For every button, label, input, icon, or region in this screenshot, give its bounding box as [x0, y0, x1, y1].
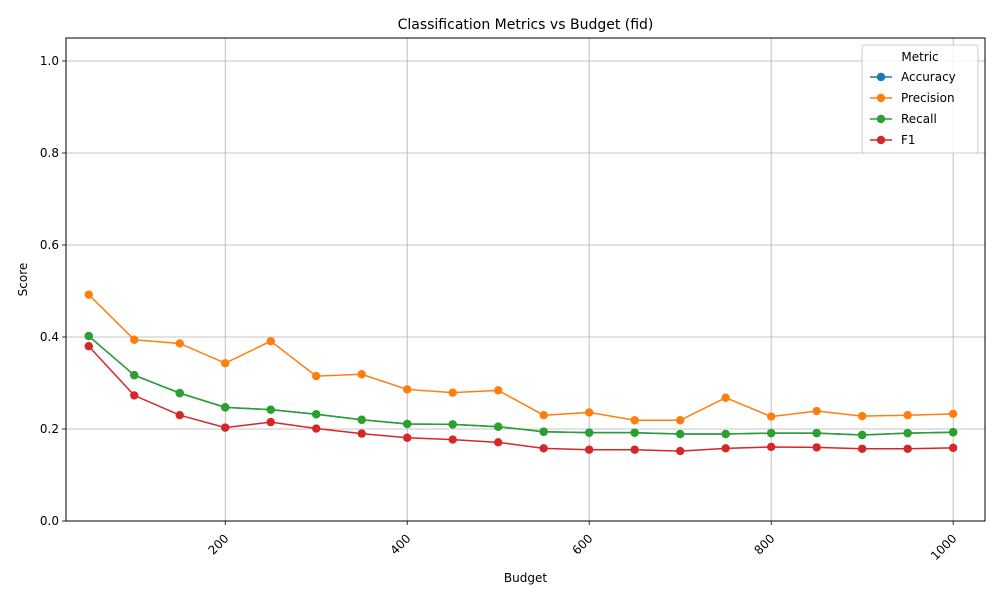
x-axis-label: Budget — [504, 571, 547, 585]
data-point — [630, 445, 639, 454]
data-point — [221, 423, 230, 432]
data-point — [721, 393, 730, 402]
legend-entry-label: F1 — [901, 133, 916, 147]
data-point — [266, 405, 275, 414]
data-point — [675, 446, 685, 456]
legend-swatch-marker — [876, 72, 886, 82]
data-point — [857, 444, 867, 453]
y-tick-label: 0.2 — [40, 422, 59, 436]
legend: Metric Accuracy Precision Recall F1 — [861, 44, 979, 154]
data-point — [903, 444, 912, 453]
data-point — [84, 290, 93, 299]
data-point — [266, 417, 275, 427]
data-point — [448, 420, 457, 429]
data-point — [948, 409, 958, 419]
chart-title: Classification Metrics vs Budget (fid) — [398, 17, 654, 33]
data-point — [584, 408, 594, 417]
y-tick-label: 0.6 — [40, 238, 59, 252]
data-point — [721, 444, 730, 453]
data-point — [403, 433, 412, 442]
y-axis-label: Score — [16, 263, 30, 297]
legend-entry-label: Recall — [901, 112, 937, 126]
data-point — [266, 336, 275, 346]
data-point — [948, 443, 958, 453]
data-point — [584, 428, 594, 437]
data-point — [175, 388, 184, 398]
data-point — [221, 403, 230, 412]
data-point — [675, 429, 685, 439]
y-tick-label: 0.8 — [40, 146, 59, 160]
data-point — [539, 411, 548, 420]
data-point — [721, 429, 730, 439]
data-point — [675, 416, 685, 425]
legend-title: Metric — [901, 50, 938, 64]
y-tick-label: 1.0 — [40, 54, 59, 68]
data-point — [812, 406, 821, 416]
data-point — [448, 435, 457, 444]
series-group — [84, 290, 958, 456]
series-line — [88, 345, 954, 452]
legend-swatch-marker — [876, 114, 886, 124]
data-point — [357, 429, 366, 438]
data-point — [494, 386, 503, 395]
data-point — [175, 411, 184, 420]
data-point — [130, 391, 139, 400]
series-line — [88, 294, 954, 422]
data-point — [630, 416, 639, 425]
data-point — [403, 419, 412, 429]
legend-entry-label: Precision — [901, 91, 955, 105]
legend-swatch-marker — [876, 135, 886, 145]
data-point — [84, 331, 93, 341]
data-point — [948, 428, 958, 437]
data-point — [312, 424, 321, 433]
data-point — [766, 412, 776, 421]
data-point — [494, 422, 503, 431]
data-point — [175, 339, 184, 348]
data-point — [857, 411, 867, 421]
series-line — [88, 335, 954, 436]
data-point — [857, 430, 867, 440]
data-point — [357, 415, 366, 424]
data-point — [130, 335, 139, 344]
data-point — [84, 342, 93, 351]
data-point — [630, 428, 639, 437]
legend-entry-label: Accuracy — [901, 70, 956, 84]
data-point — [312, 410, 321, 419]
data-point — [812, 443, 821, 452]
data-point — [539, 444, 548, 453]
data-point — [494, 438, 503, 447]
plot-frame — [65, 37, 986, 522]
data-point — [539, 427, 548, 436]
data-point — [584, 445, 594, 454]
data-point — [812, 428, 821, 438]
data-point — [448, 388, 457, 397]
legend-box — [861, 44, 979, 154]
data-point — [903, 411, 912, 420]
series-recall — [84, 331, 958, 440]
data-point — [221, 359, 230, 368]
y-tick-label: 0.4 — [40, 330, 59, 344]
legend-swatch-marker — [876, 93, 886, 103]
series-f1 — [84, 342, 958, 456]
data-point — [130, 370, 139, 380]
data-point — [766, 428, 776, 438]
series-precision — [84, 290, 958, 425]
data-point — [403, 385, 412, 394]
data-point — [903, 428, 912, 438]
data-point — [766, 442, 776, 452]
data-point — [357, 370, 366, 379]
data-point — [312, 371, 321, 381]
y-tick-label: 0.0 — [40, 514, 59, 528]
